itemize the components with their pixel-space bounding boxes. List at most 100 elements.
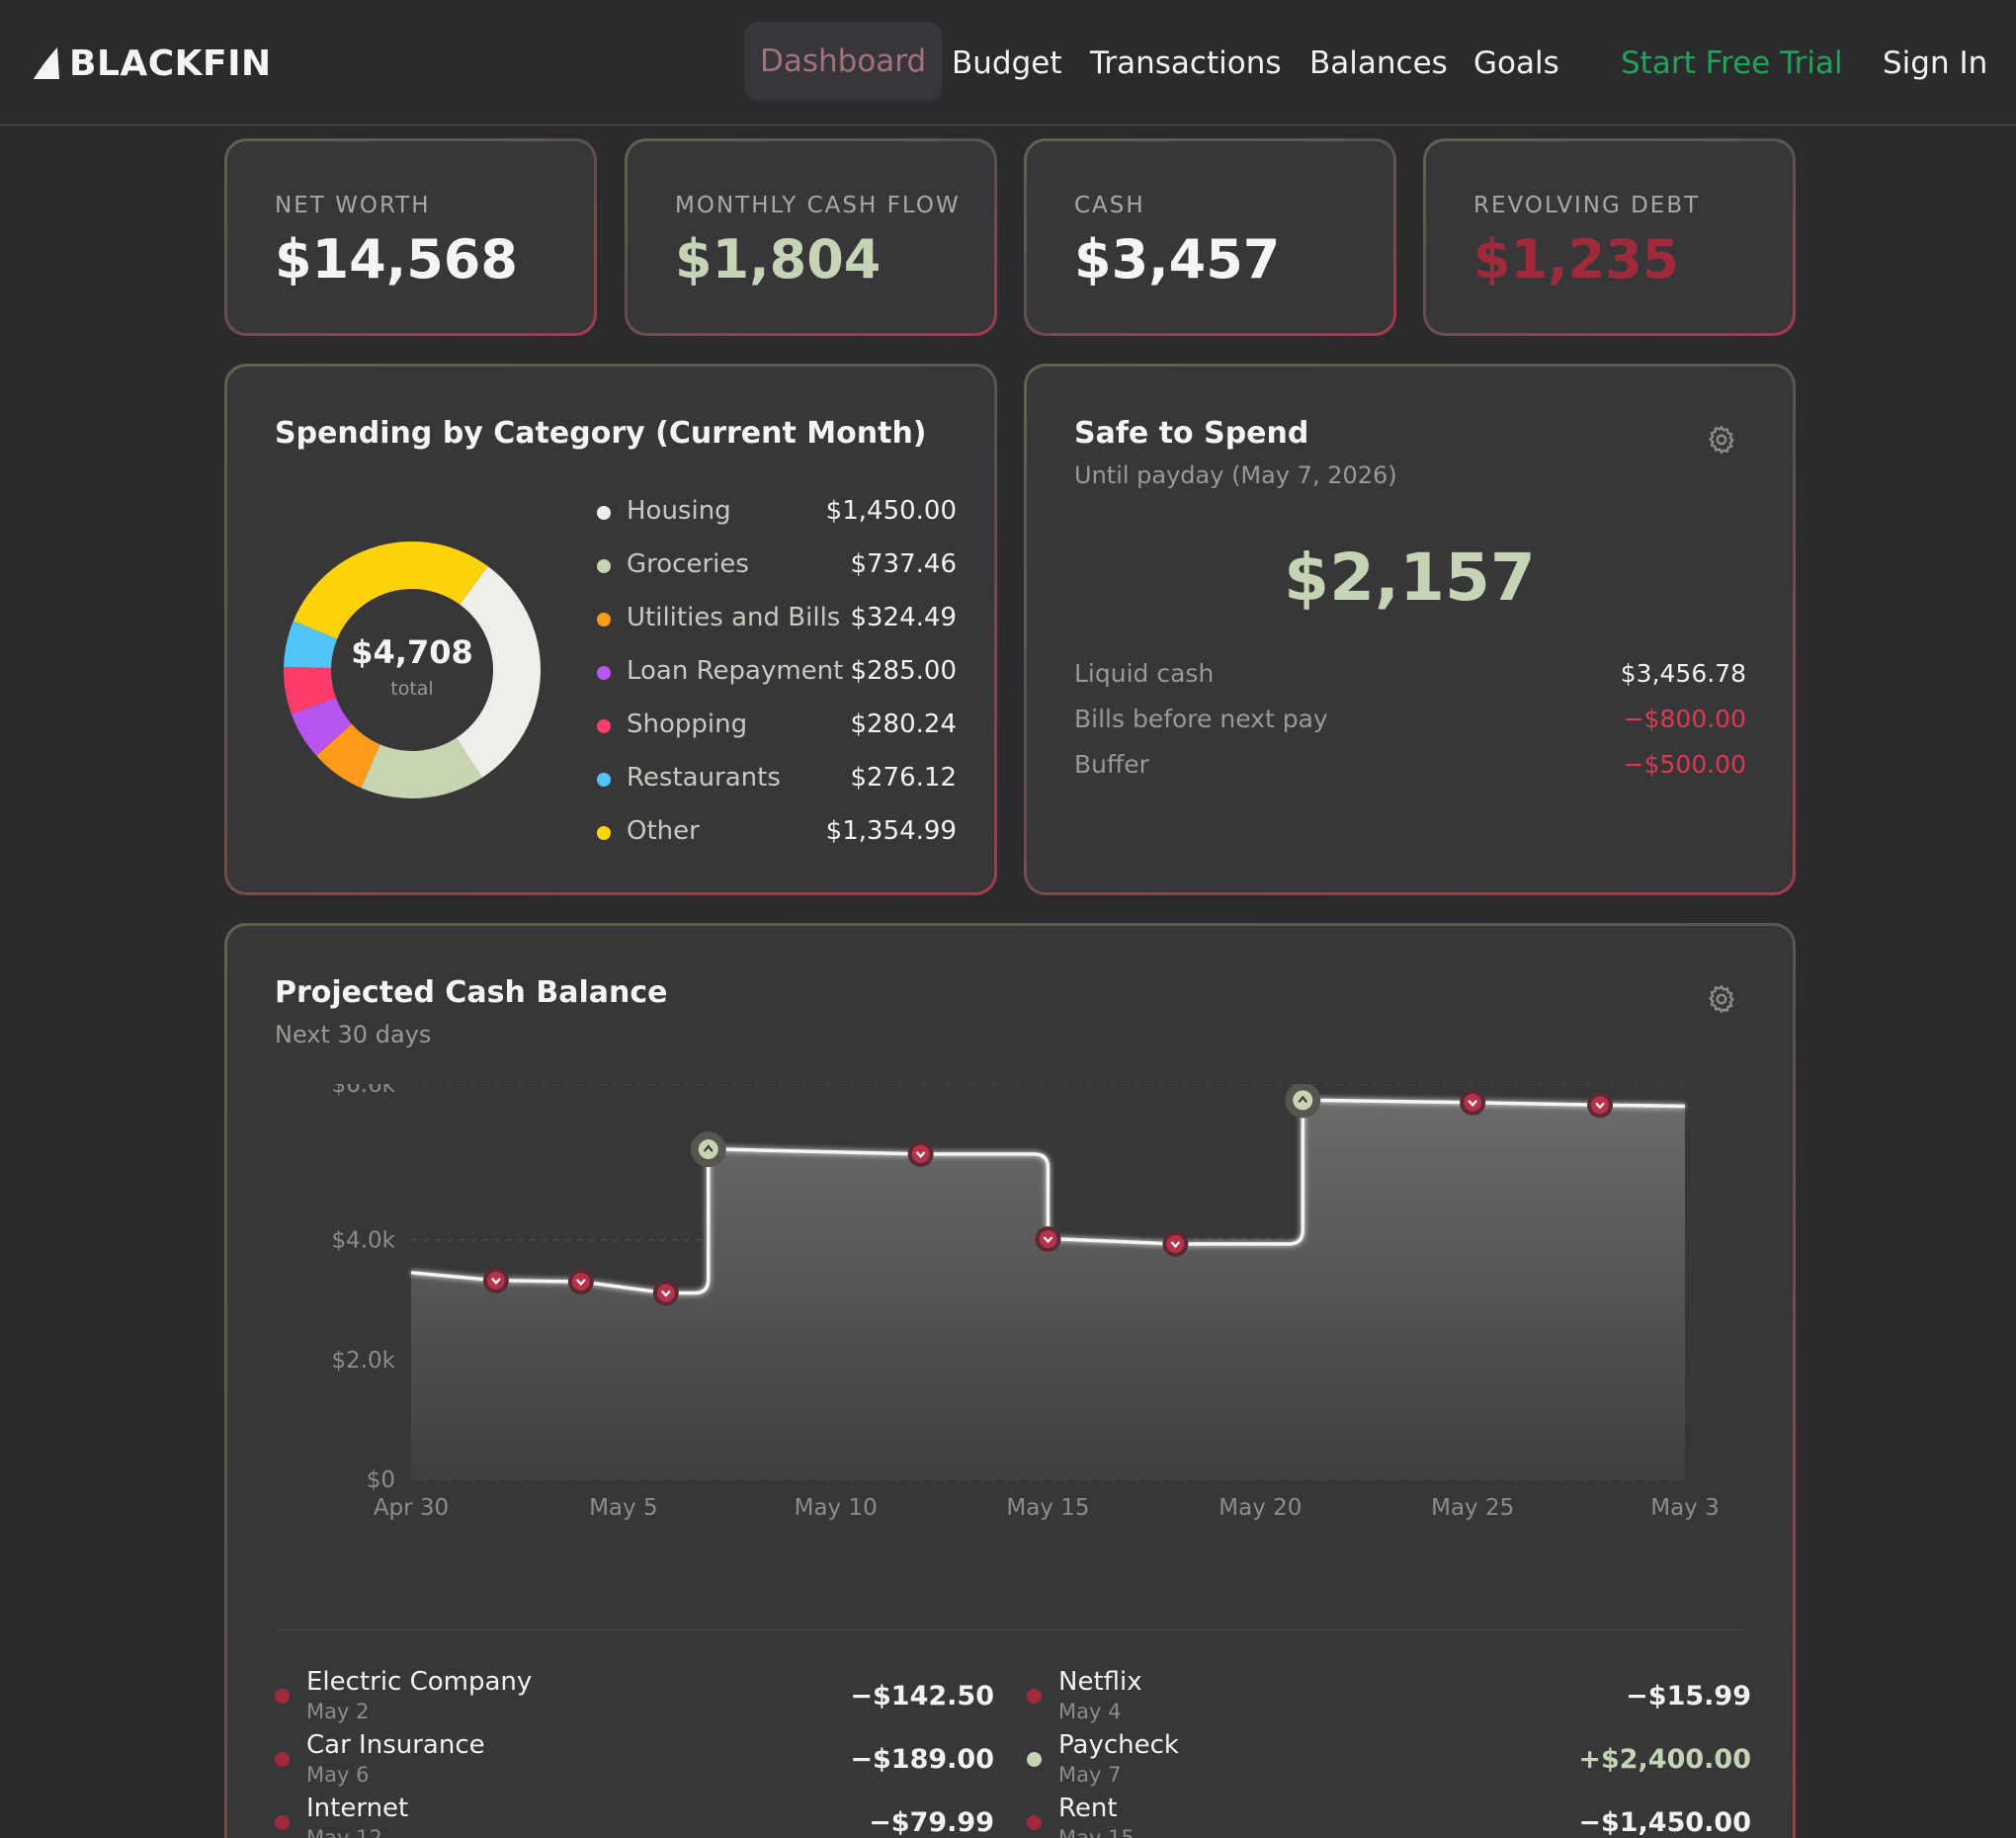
chevron-down-icon (660, 1290, 671, 1297)
legend-name: Shopping (627, 710, 748, 739)
safe-to-spend-card: Safe to Spend Until payday (May 7, 2026)… (1024, 364, 1796, 895)
legend-name: Housing (627, 496, 731, 526)
event-name: Internet (306, 1794, 409, 1823)
legend-amount: $1,450.00 (825, 496, 957, 526)
event-date: May 7 (1058, 1763, 1122, 1787)
legend-name: Loan Repayment (627, 656, 844, 686)
kpi-value: $1,804 (675, 228, 882, 291)
donut-slice-other (293, 542, 488, 639)
marker-dot (911, 1144, 930, 1163)
event-row[interactable]: Rent May 15 −$1,450.00 (1027, 1794, 1751, 1838)
safe-row-label: Bills before next pay (1074, 705, 1328, 733)
event-row[interactable]: Paycheck May 7 +$2,400.00 (1027, 1730, 1751, 1790)
nav-dashboard[interactable]: Dashboard (744, 22, 943, 101)
safe-row-label: Buffer (1074, 750, 1149, 779)
event-row[interactable]: Electric Company May 2 −$142.50 (275, 1667, 994, 1726)
event-dot (275, 1752, 290, 1767)
gear-icon[interactable] (1706, 983, 1737, 1015)
expense-marker[interactable] (1162, 1230, 1189, 1257)
legend-dot (597, 613, 611, 627)
nav-budget[interactable]: Budget (952, 45, 1062, 81)
legend-dot (597, 666, 611, 680)
legend-name: Utilities and Bills (627, 603, 841, 632)
nav-transactions[interactable]: Transactions (1090, 45, 1282, 81)
kpi-label: MONTHLY CASH FLOW (675, 193, 961, 218)
event-amount: −$1,450.00 (1578, 1807, 1751, 1838)
expense-marker[interactable] (567, 1269, 594, 1295)
legend-item-other: Other $1,354.99 (597, 813, 957, 853)
safe-subtitle: Until payday (May 7, 2026) (1074, 461, 1397, 489)
legend-item-loan: Loan Repayment $285.00 (597, 653, 957, 693)
legend-amount: $285.00 (850, 656, 957, 686)
brand-logo[interactable]: BLACKFIN (32, 40, 272, 87)
start-trial-link[interactable]: Start Free Trial (1621, 45, 1843, 81)
spending-title: Spending by Category (Current Month) (275, 416, 927, 451)
safe-row-liquid-cash: Liquid cash $3,456.78 (1074, 659, 1746, 695)
legend-dot (597, 506, 611, 520)
event-amount: −$15.99 (1626, 1681, 1751, 1712)
spending-card: Spending by Category (Current Month) $4,… (224, 364, 997, 895)
expense-marker[interactable] (907, 1140, 934, 1167)
nav-goals[interactable]: Goals (1473, 45, 1559, 81)
kpi-value: $1,235 (1473, 228, 1680, 291)
legend-name: Restaurants (627, 763, 781, 793)
balance-area (411, 1100, 1685, 1479)
safe-row-label: Liquid cash (1074, 659, 1215, 688)
event-name: Electric Company (306, 1667, 533, 1697)
nav-balances[interactable]: Balances (1309, 45, 1448, 81)
expense-marker[interactable] (482, 1267, 509, 1294)
event-dot (275, 1689, 290, 1704)
chevron-down-icon (1595, 1102, 1605, 1110)
x-tick-label: May 25 (1431, 1495, 1514, 1521)
safe-row-value: $3,456.78 (1620, 659, 1746, 688)
marker-dot (571, 1273, 590, 1291)
event-row[interactable]: Internet May 12 −$79.99 (275, 1794, 994, 1838)
chevron-down-icon (915, 1151, 926, 1159)
y-tick-label: $0 (367, 1467, 395, 1493)
y-tick-label: $4.0k (331, 1228, 395, 1254)
event-date: May 15 (1058, 1826, 1134, 1838)
gear-icon[interactable] (1706, 424, 1737, 456)
event-name: Car Insurance (306, 1730, 485, 1760)
chevron-down-icon (576, 1279, 586, 1287)
marker-dot (656, 1284, 675, 1302)
divider (275, 1629, 1745, 1630)
x-tick-label: Apr 30 (374, 1495, 449, 1521)
marker-dot (1293, 1090, 1313, 1111)
legend-amount: $324.49 (850, 603, 957, 632)
projection-subtitle: Next 30 days (275, 1021, 432, 1048)
donut-total: $4,708 (351, 633, 473, 671)
sign-in-link[interactable]: Sign In (1883, 45, 1988, 81)
legend-item-shopping: Shopping $280.24 (597, 707, 957, 746)
expense-marker[interactable] (1587, 1092, 1614, 1119)
kpi-label: CASH (1074, 193, 1145, 218)
marker-dot (1464, 1093, 1482, 1112)
safe-row-buffer: Buffer −$500.00 (1074, 750, 1746, 786)
donut-slice-loan-repayment (291, 698, 352, 756)
safe-row-value: −$500.00 (1623, 750, 1746, 779)
event-amount: +$2,400.00 (1578, 1744, 1751, 1775)
brand-name: BLACKFIN (69, 42, 272, 84)
event-date: May 6 (306, 1763, 370, 1787)
income-marker[interactable] (1285, 1084, 1321, 1119)
event-dot (1027, 1752, 1042, 1767)
event-row[interactable]: Netflix May 4 −$15.99 (1027, 1667, 1751, 1726)
legend-dot (597, 773, 611, 787)
marker-dot (1039, 1229, 1057, 1248)
expense-marker[interactable] (652, 1280, 679, 1306)
x-tick-label: May 5 (589, 1495, 658, 1521)
kpi-value: $14,568 (275, 228, 518, 291)
kpi-label: NET WORTH (275, 193, 431, 218)
kpi-label: REVOLVING DEBT (1473, 193, 1701, 218)
top-nav: BLACKFIN Dashboard Budget Transactions B… (0, 0, 2016, 125)
expense-marker[interactable] (1035, 1225, 1061, 1252)
fin-logo-icon (34, 47, 59, 79)
donut-slice-utilities-and-bills (316, 723, 380, 789)
event-name: Netflix (1058, 1667, 1142, 1697)
expense-marker[interactable] (1460, 1089, 1486, 1116)
event-name: Rent (1058, 1794, 1118, 1823)
event-row[interactable]: Car Insurance May 6 −$189.00 (275, 1730, 994, 1790)
income-marker[interactable] (690, 1131, 726, 1168)
legend-item-housing: Housing $1,450.00 (597, 493, 957, 533)
